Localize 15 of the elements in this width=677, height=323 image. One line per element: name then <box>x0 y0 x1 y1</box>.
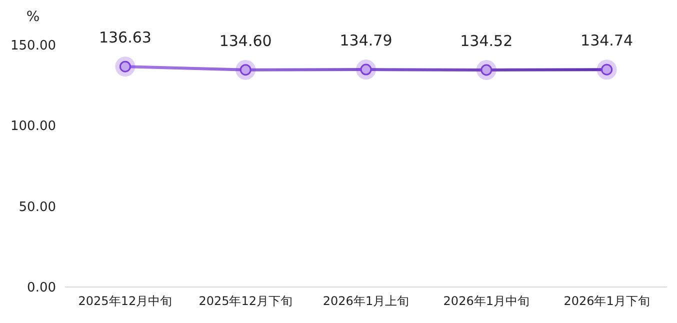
x-tick-label: 2026年1月上旬 <box>322 294 410 308</box>
x-tick-label: 2026年1月中旬 <box>443 294 530 308</box>
data-label: 134.74 <box>580 32 634 50</box>
y-axis-title: % <box>26 9 40 25</box>
y-tick-label: 0.00 <box>27 280 56 296</box>
data-label: 134.52 <box>460 32 513 50</box>
x-tick-label: 2026年1月下旬 <box>564 294 650 308</box>
data-label: 136.63 <box>98 28 152 47</box>
data-label: 134.79 <box>340 32 392 50</box>
x-tick-label: 2025年12月下旬 <box>198 294 293 308</box>
x-tick-label: 2025年12月中旬 <box>78 294 172 308</box>
y-tick-label: 50.00 <box>18 200 56 215</box>
y-tick-label: 150.00 <box>10 38 56 54</box>
y-tick-label: 100.00 <box>10 119 56 134</box>
data-label: 134.60 <box>219 32 272 50</box>
